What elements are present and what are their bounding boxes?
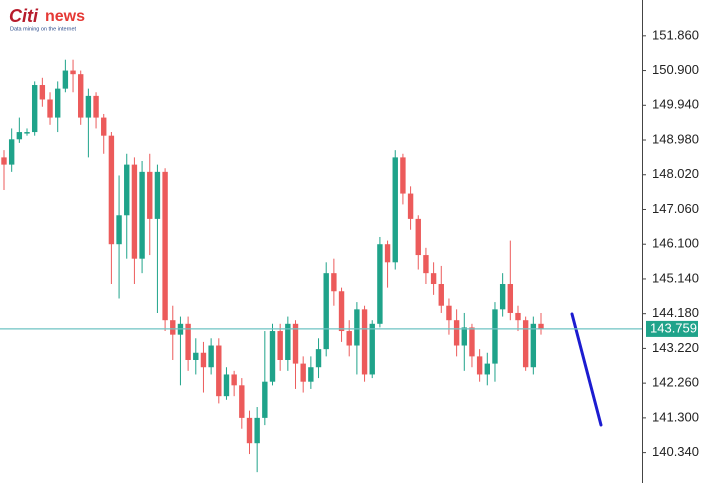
candle-body (446, 305, 452, 321)
candle-body (239, 385, 245, 418)
candle-body (384, 244, 391, 263)
candle-body (39, 85, 46, 100)
candle-body (331, 273, 337, 292)
y-tick-label: 141.300 (652, 409, 699, 424)
candle-body (461, 327, 467, 346)
candle-body (300, 363, 306, 382)
candle-body (93, 95, 99, 118)
candle-body (476, 356, 483, 375)
candle-body (292, 323, 299, 364)
candle-body (338, 291, 345, 332)
candle-body (24, 132, 30, 134)
y-tick-label: 146.100 (652, 236, 699, 251)
candle-body (507, 284, 514, 313)
candle-body (285, 323, 291, 360)
y-tick-label: 142.260 (652, 375, 699, 390)
candle-body (377, 244, 383, 324)
logo-brand: Citi (9, 6, 39, 26)
candle-body (70, 70, 76, 75)
candle-body (346, 331, 352, 346)
candle-body (1, 157, 7, 165)
candle-body (246, 417, 253, 444)
candle-body (315, 349, 322, 368)
candle-body (269, 331, 276, 382)
y-tick-label: 148.980 (652, 131, 699, 146)
candle-body (231, 374, 237, 386)
last-price-label: 143.759 (650, 320, 697, 335)
candle-body (31, 85, 38, 133)
y-tick-label: 150.900 (652, 62, 699, 77)
candle-body (469, 327, 475, 357)
candle-body (170, 320, 176, 335)
y-tick-label: 140.340 (652, 444, 699, 459)
candle-body (354, 309, 360, 346)
candle-body (423, 255, 429, 274)
candle-body (108, 135, 115, 245)
candle-body (254, 417, 260, 444)
candle-body (223, 374, 230, 397)
candle-body (484, 363, 490, 375)
candle-body (453, 320, 460, 346)
candle-body (323, 273, 329, 350)
candle-body (208, 345, 214, 368)
candle-body (47, 99, 53, 118)
candle-body (438, 284, 444, 306)
candle-body (55, 88, 61, 118)
candle-body (392, 157, 398, 263)
candle-body (361, 309, 368, 375)
candle-body (277, 331, 283, 360)
y-tick-label: 148.020 (652, 166, 699, 181)
candle-body (430, 273, 437, 285)
candle-body (101, 117, 107, 136)
candle-body (262, 381, 268, 418)
candle-body (139, 171, 145, 259)
y-tick-label: 145.140 (652, 270, 699, 285)
candle-body (308, 367, 314, 382)
last-price-box (646, 320, 698, 337)
candle-body (162, 171, 168, 321)
candle-body (499, 284, 506, 310)
candle-body (538, 323, 544, 329)
candle-body (400, 157, 406, 194)
candle-body (369, 323, 375, 375)
candle-body (522, 320, 529, 368)
candle-body (200, 352, 207, 368)
y-tick-label: 144.180 (652, 305, 699, 320)
candle-body (530, 323, 537, 368)
candle-body (147, 171, 153, 219)
y-tick-label: 147.060 (652, 201, 699, 216)
candle-body (85, 95, 92, 118)
candle-body (492, 309, 498, 364)
candle-body (78, 74, 84, 118)
candle-body (62, 70, 69, 89)
candle-body (216, 345, 222, 397)
y-tick-label: 143.220 (652, 340, 699, 355)
trend-arrow (570, 312, 603, 427)
candle-body (515, 312, 521, 321)
logo-tagline: Data mining on the internet (10, 26, 77, 32)
y-tick-label: 149.940 (652, 97, 699, 112)
y-tick-label: 151.860 (652, 27, 699, 42)
candle-body (124, 164, 130, 216)
candle-body (16, 132, 23, 140)
candle-body (116, 215, 122, 245)
candle-body (415, 218, 421, 256)
logo: Citi news Data mining on the internet (9, 6, 85, 33)
candle-body (8, 139, 15, 165)
logo-suffix: news (45, 8, 85, 25)
candle-body (407, 193, 414, 219)
candle-body (131, 164, 138, 259)
candle-body (154, 171, 161, 219)
candle-body (185, 323, 191, 360)
candle-body (193, 352, 199, 360)
